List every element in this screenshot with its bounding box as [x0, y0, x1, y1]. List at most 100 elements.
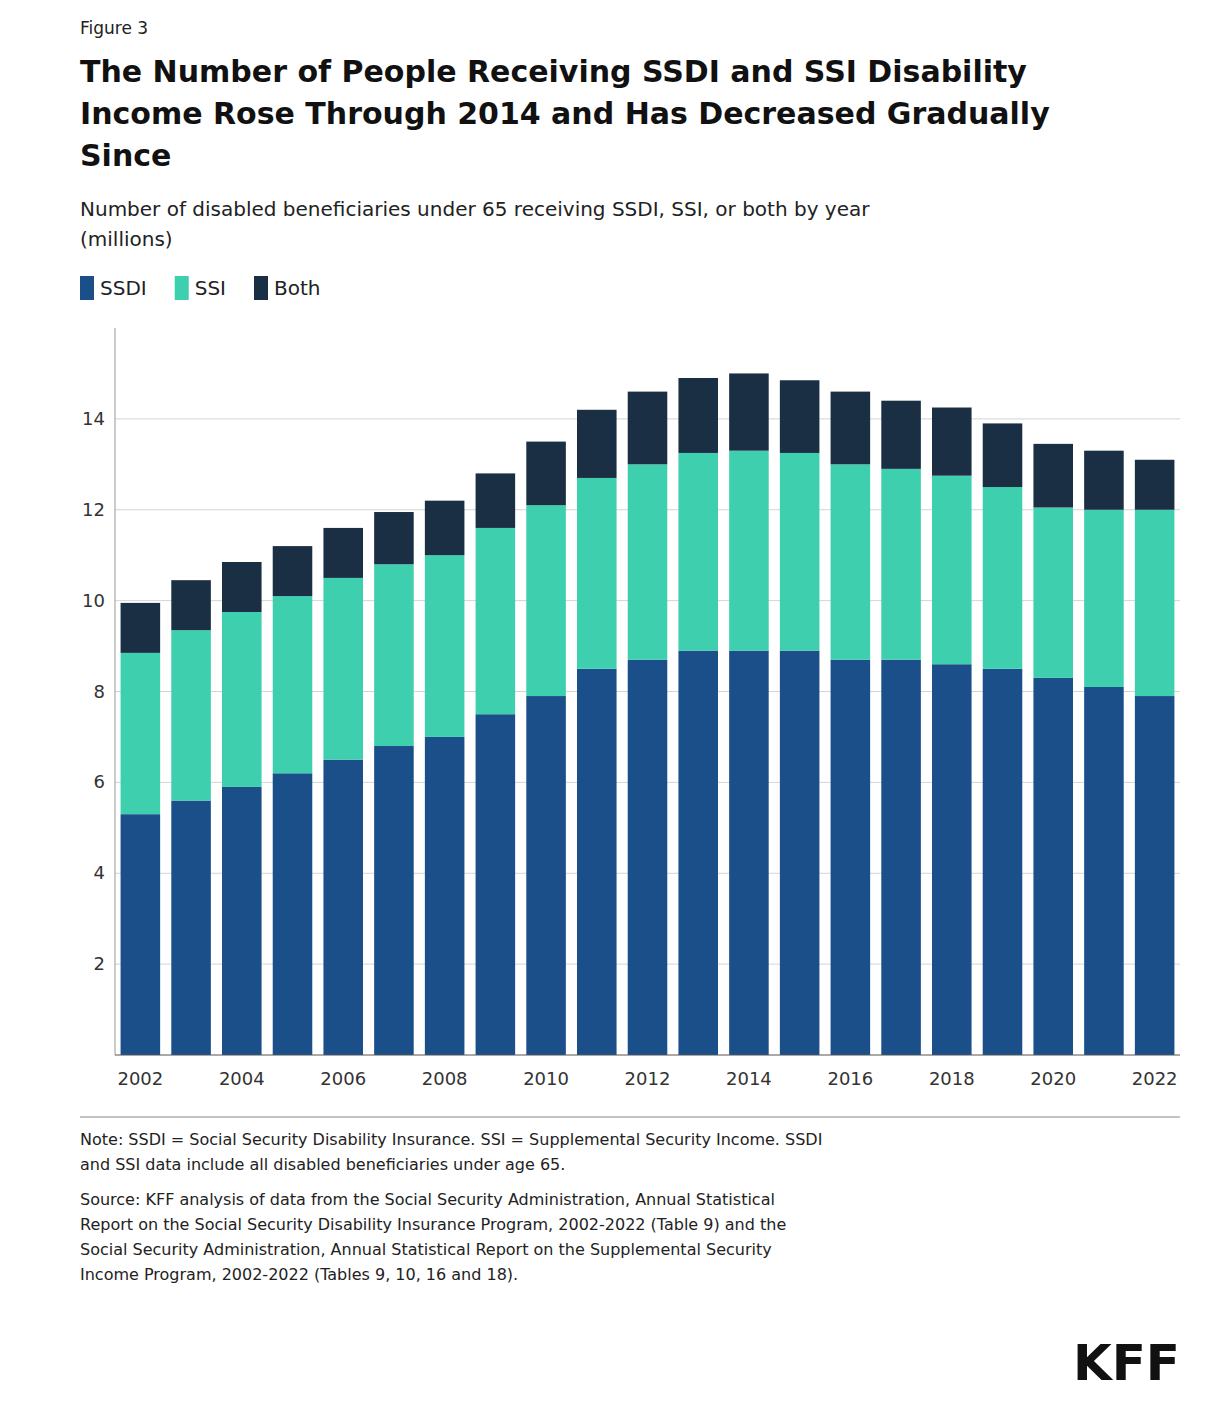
bar-segment — [121, 603, 161, 653]
x-tick-label: 2010 — [523, 1068, 569, 1089]
bar-segment — [729, 451, 769, 651]
bar-segment — [1084, 510, 1124, 687]
legend-label: SSDI — [100, 276, 147, 300]
legend-label: Both — [274, 276, 320, 300]
bar-segment — [273, 596, 313, 773]
bar-segment — [983, 487, 1023, 669]
bar-segment — [526, 505, 566, 696]
bar-segment — [1135, 510, 1175, 696]
x-tick-label: 2014 — [726, 1068, 772, 1089]
bar-segment — [1033, 678, 1073, 1055]
bar-segment — [577, 410, 617, 478]
legend-swatch — [80, 276, 94, 300]
legend-label: SSI — [195, 276, 226, 300]
separator — [80, 1117, 1180, 1118]
subtitle: (millions) — [80, 227, 173, 251]
bar-segment — [121, 653, 161, 814]
bar-segment — [171, 630, 211, 800]
chart: Figure 3 The Number of People Receiving S… — [0, 0, 1220, 1402]
x-tick-label: 2006 — [320, 1068, 366, 1089]
bar-segment — [881, 469, 921, 660]
bar-segment — [323, 578, 363, 760]
bar-segment — [780, 380, 820, 453]
bar-segment — [121, 814, 161, 1055]
bar-segment — [932, 476, 972, 665]
y-tick-label: 14 — [82, 408, 105, 429]
bar-segment — [932, 664, 972, 1055]
bar-segment — [476, 714, 516, 1055]
bar-segment — [1033, 507, 1073, 677]
note: and SSI data include all disabled benefi… — [80, 1155, 565, 1174]
bar-segment — [425, 737, 465, 1055]
bar-segment — [729, 373, 769, 450]
x-tick-label: 2004 — [219, 1068, 265, 1089]
bar-segment — [222, 787, 262, 1055]
bar-segment — [831, 392, 871, 465]
bars — [121, 373, 1175, 1055]
bar-segment — [881, 660, 921, 1055]
bar-segment — [222, 612, 262, 787]
bar-segment — [323, 528, 363, 578]
bar-segment — [222, 562, 262, 612]
bar-segment — [577, 669, 617, 1055]
bar-segment — [374, 512, 414, 564]
bar-segment — [831, 660, 871, 1055]
bar-segment — [780, 651, 820, 1055]
bar-segment — [526, 442, 566, 506]
bar-segment — [273, 546, 313, 596]
bar-segment — [678, 378, 718, 453]
x-tick-label: 2008 — [422, 1068, 468, 1089]
bar-segment — [577, 478, 617, 669]
y-tick-label: 12 — [82, 499, 105, 520]
y-tick-label: 6 — [94, 771, 105, 792]
bar-segment — [1033, 444, 1073, 508]
bar-segment — [425, 555, 465, 737]
bar-segment — [1135, 460, 1175, 510]
bar-segment — [374, 564, 414, 746]
bar-segment — [425, 501, 465, 556]
bar-segment — [628, 660, 668, 1055]
note: Note: SSDI = Social Security Disability … — [80, 1130, 822, 1149]
x-tick-label: 2016 — [827, 1068, 873, 1089]
bar-segment — [628, 464, 668, 659]
subtitle: Number of disabled beneficiaries under 6… — [80, 197, 870, 221]
bar-segment — [983, 423, 1023, 487]
note: Source: KFF analysis of data from the So… — [80, 1190, 775, 1209]
logo: KFF — [1073, 1334, 1180, 1392]
bar-segment — [1135, 696, 1175, 1055]
y-tick-label: 2 — [94, 953, 105, 974]
figure-label: Figure 3 — [80, 18, 148, 38]
y-axis-line — [115, 328, 116, 1055]
note: Report on the Social Security Disability… — [80, 1215, 786, 1234]
y-tick-label: 4 — [94, 862, 105, 883]
bar-segment — [932, 408, 972, 476]
bar-segment — [780, 453, 820, 651]
x-axis-line — [115, 1055, 1180, 1056]
title: Since — [80, 138, 171, 173]
bar-segment — [374, 746, 414, 1055]
x-tick-label: 2022 — [1132, 1068, 1178, 1089]
bar-segment — [1084, 451, 1124, 510]
bar-segment — [831, 464, 871, 659]
x-tick-label: 2002 — [117, 1068, 163, 1089]
bar-segment — [729, 651, 769, 1055]
title: Income Rose Through 2014 and Has Decreas… — [80, 96, 1050, 131]
y-tick-label: 8 — [94, 681, 105, 702]
title: The Number of People Receiving SSDI and … — [80, 54, 1027, 89]
bar-segment — [1084, 687, 1124, 1055]
bar-segment — [476, 528, 516, 714]
x-tick-label: 2020 — [1030, 1068, 1076, 1089]
note: Social Security Administration, Annual S… — [80, 1240, 772, 1259]
y-tick-label: 10 — [82, 590, 105, 611]
bar-segment — [678, 453, 718, 651]
bar-segment — [323, 760, 363, 1055]
bar-segment — [476, 473, 516, 528]
bar-segment — [983, 669, 1023, 1055]
bar-segment — [171, 580, 211, 630]
bar-segment — [526, 696, 566, 1055]
bar-segment — [171, 801, 211, 1055]
legend-swatch — [254, 276, 268, 300]
legend: SSDI SSI Both — [80, 276, 320, 300]
note: Income Program, 2002-2022 (Tables 9, 10,… — [80, 1265, 518, 1284]
bar-segment — [678, 651, 718, 1055]
